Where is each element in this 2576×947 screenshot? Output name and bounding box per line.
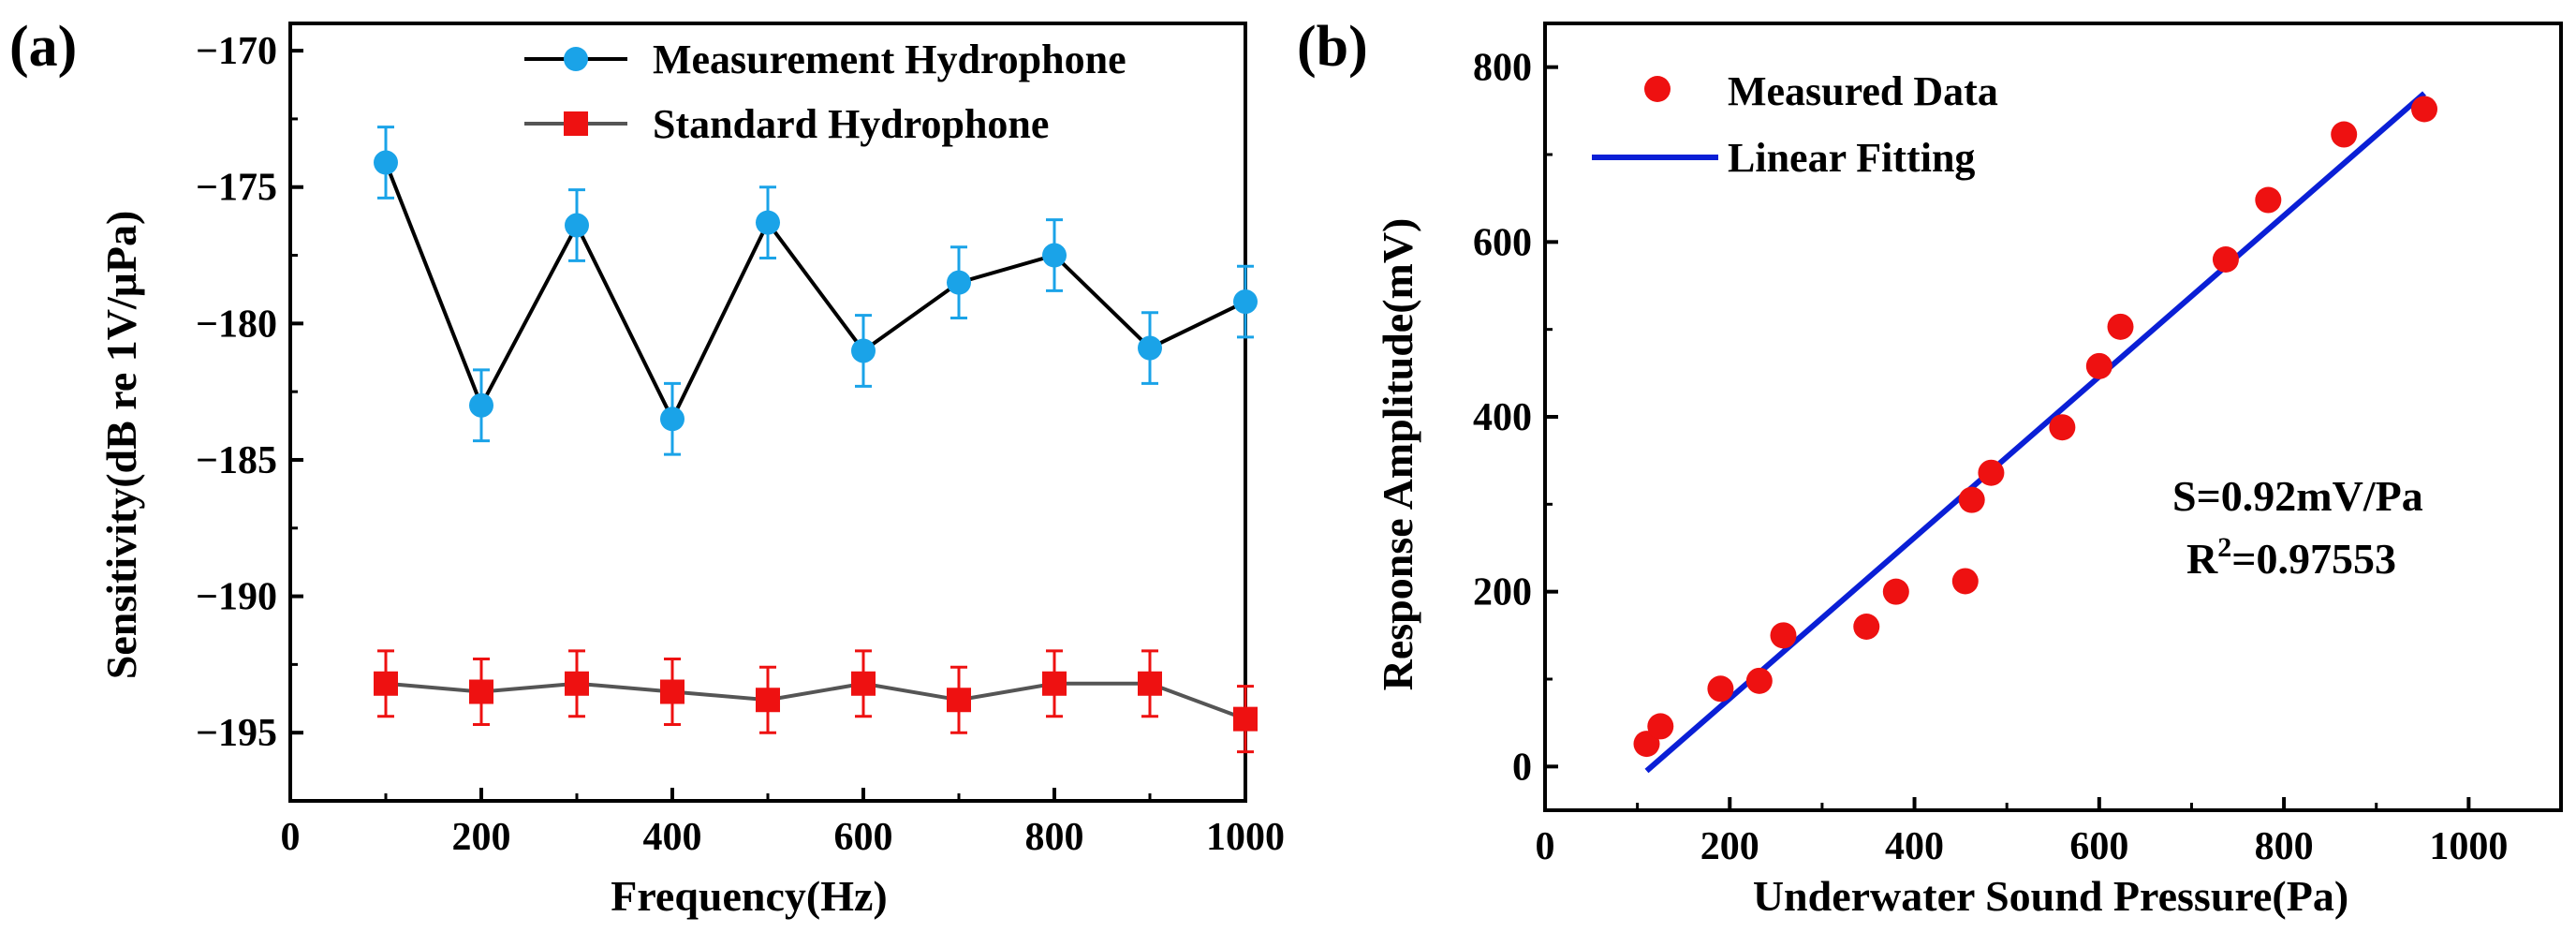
data-point-measured xyxy=(2085,352,2112,379)
data-point-standard xyxy=(851,671,876,696)
data-point-standard xyxy=(947,688,971,713)
data-point-measurement xyxy=(1138,335,1162,361)
data-point-measured xyxy=(2107,313,2134,340)
y-tick-label: −170 xyxy=(196,30,277,73)
panel-a-legend: Measurement Hydrophone Standard Hydropho… xyxy=(524,37,1126,147)
data-point-measurement xyxy=(1042,243,1067,268)
data-point-measured xyxy=(1882,578,1909,605)
panel-a-y-axis-label: Sensitivity(dB re 1V/μPa) xyxy=(97,211,145,680)
y-tick-label: −190 xyxy=(196,576,277,619)
legend-label-linear-fitting: Linear Fitting xyxy=(1728,135,1975,181)
panel-b-legend: Measured Data Linear Fitting xyxy=(1592,68,1998,181)
x-tick-label: 600 xyxy=(2069,825,2128,868)
x-tick-label: 400 xyxy=(1885,825,1944,868)
annotation-r-squared-prefix: R xyxy=(2186,535,2218,583)
data-point-standard xyxy=(374,671,398,696)
x-tick-label: 200 xyxy=(1700,825,1759,868)
annotation-sensitivity: S=0.92mV/Pa xyxy=(2172,472,2423,520)
data-point-measured xyxy=(1707,675,1734,703)
data-point-measured xyxy=(1647,713,1674,740)
y-tick-label: 400 xyxy=(1473,396,1532,439)
legend-marker-measured-data xyxy=(1644,76,1671,102)
data-point-standard xyxy=(756,688,780,713)
data-point-measurement xyxy=(660,407,684,432)
legend-marker-standard xyxy=(564,111,588,136)
x-tick-label: 800 xyxy=(2255,825,2314,868)
x-tick-label: 800 xyxy=(1025,816,1084,859)
legend-label-measurement: Measurement Hydrophone xyxy=(653,37,1126,82)
x-tick-label: 600 xyxy=(834,816,893,859)
legend-marker-measurement xyxy=(564,47,588,71)
panel-b: (b) Response Amplitude(mV) Underwater So… xyxy=(1297,15,2563,920)
data-point-measured xyxy=(1978,459,2005,486)
panel-b-y-axis-label: Response Amplitude(mV) xyxy=(1374,218,1421,691)
y-tick-label: 600 xyxy=(1473,221,1532,264)
data-point-measured xyxy=(2331,121,2358,148)
data-point-measurement xyxy=(1233,289,1258,315)
panel-a-x-axis-label: Frequency(Hz) xyxy=(611,872,888,920)
series-line-measurement xyxy=(384,161,1246,423)
data-point-measured xyxy=(1770,622,1797,649)
annotation-r-squared: R2=0.97553 xyxy=(2186,532,2396,583)
data-point-measured xyxy=(2411,96,2438,123)
annotation-r-squared-suffix: =0.97553 xyxy=(2231,535,2396,583)
data-point-measured xyxy=(1958,486,1985,513)
data-point-measurement xyxy=(947,270,971,295)
data-point-standard xyxy=(1042,671,1067,696)
panel-a-label: (a) xyxy=(9,15,77,79)
x-tick-label: 1000 xyxy=(1206,816,1285,859)
x-tick-label: 0 xyxy=(1536,825,1555,868)
legend-label-measured-data: Measured Data xyxy=(1728,68,1998,114)
data-point-measurement xyxy=(756,210,780,235)
x-tick-label: 0 xyxy=(281,816,301,859)
y-tick-label: 200 xyxy=(1473,571,1532,614)
data-point-measured xyxy=(1951,568,1979,595)
y-tick-label: −180 xyxy=(196,303,277,346)
data-point-standard xyxy=(1138,671,1162,696)
data-point-measured xyxy=(1633,731,1660,758)
y-tick-label: 800 xyxy=(1473,47,1532,90)
data-point-measurement xyxy=(374,150,398,175)
data-point-standard xyxy=(565,671,589,696)
x-tick-label: 400 xyxy=(643,816,702,859)
data-point-standard xyxy=(660,679,684,704)
data-point-measured xyxy=(2255,186,2282,214)
data-point-measurement xyxy=(565,213,589,238)
data-point-measurement xyxy=(851,338,876,363)
y-tick-label: −175 xyxy=(196,167,277,210)
x-tick-label: 200 xyxy=(452,816,511,859)
annotation-r-squared-superscript: 2 xyxy=(2217,532,2231,563)
y-tick-label: 0 xyxy=(1512,746,1532,789)
data-point-standard xyxy=(469,679,493,704)
linear-fit-line xyxy=(1644,91,2426,774)
y-tick-label: −195 xyxy=(196,712,277,755)
data-point-measured xyxy=(1853,614,1880,640)
legend-label-standard: Standard Hydrophone xyxy=(653,101,1049,147)
data-point-measured xyxy=(2049,414,2076,441)
data-point-standard xyxy=(1233,706,1258,732)
series-line-standard xyxy=(385,681,1246,721)
x-tick-label: 1000 xyxy=(2429,825,2508,868)
panel-a: (a) Sensitivity(dB re 1V/μPa) Frequency(… xyxy=(9,15,1285,920)
data-point-measured xyxy=(2212,246,2239,273)
data-point-measured xyxy=(1745,667,1773,694)
panel-b-x-axis-label: Underwater Sound Pressure(Pa) xyxy=(1753,872,2348,920)
panel-b-label: (b) xyxy=(1297,15,1368,79)
data-point-measurement xyxy=(469,392,493,418)
y-tick-label: −185 xyxy=(196,439,277,482)
